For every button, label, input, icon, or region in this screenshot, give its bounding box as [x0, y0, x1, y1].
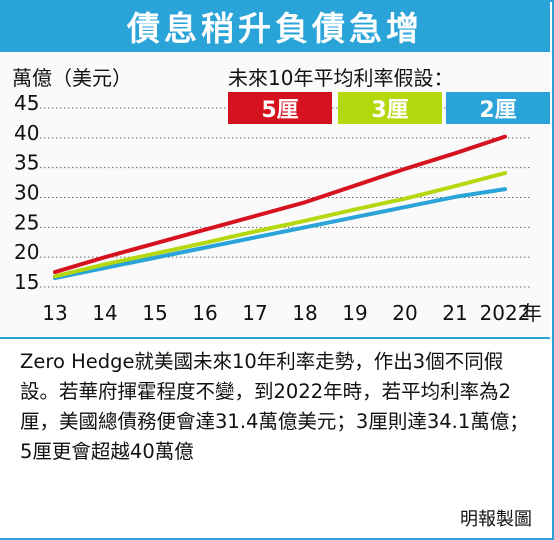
x-tick-label: 18 [292, 301, 317, 325]
x-tick-label: 17 [242, 301, 267, 325]
legend-item-2pct: 2厘 [446, 92, 550, 124]
x-tick-label: 16 [192, 301, 217, 325]
y-tick-label: 25 [14, 210, 39, 234]
y-tick-label: 35 [14, 151, 39, 175]
x-axis-suffix: 年 [522, 301, 542, 325]
title-bar: 債息稍升負債急增 [0, 0, 550, 52]
series-line-2厘 [53, 187, 507, 281]
legend-label-5pct: 5厘 [261, 98, 299, 123]
series-line-3厘 [53, 171, 507, 279]
x-tick-label: 20 [392, 301, 417, 325]
y-tick-label: 40 [14, 121, 39, 145]
x-tick-label: 13 [42, 301, 67, 325]
y-tick-label: 30 [14, 181, 39, 205]
legend-item-5pct: 5厘 [228, 92, 332, 124]
credit-text: 明報製圖 [460, 509, 532, 530]
legend-label-2pct: 2厘 [479, 98, 517, 123]
x-tick-label: 19 [342, 301, 367, 325]
y-tick-label: 20 [14, 240, 39, 264]
y-tick-label: 45 [14, 91, 39, 115]
y-tick-label: 15 [14, 270, 39, 294]
x-tick-label: 15 [142, 301, 167, 325]
legend-title: 未來10年平均利率假設： [228, 66, 454, 90]
description-text: Zero Hedge就美國未來10年利率走勢，作出3個不同假設。若華府揮霍程度不… [20, 350, 529, 463]
legend-label-3pct: 3厘 [371, 98, 409, 123]
y-axis-label: 萬億（美元） [12, 66, 132, 90]
chart-title: 債息稍升負債急增 [127, 9, 423, 48]
legend-item-3pct: 3厘 [338, 92, 442, 124]
x-tick-label: 2022 [480, 301, 531, 325]
x-tick-label: 14 [92, 301, 117, 325]
series-line-5厘 [53, 134, 507, 275]
text-panel [0, 337, 550, 538]
x-tick-label: 21 [442, 301, 467, 325]
